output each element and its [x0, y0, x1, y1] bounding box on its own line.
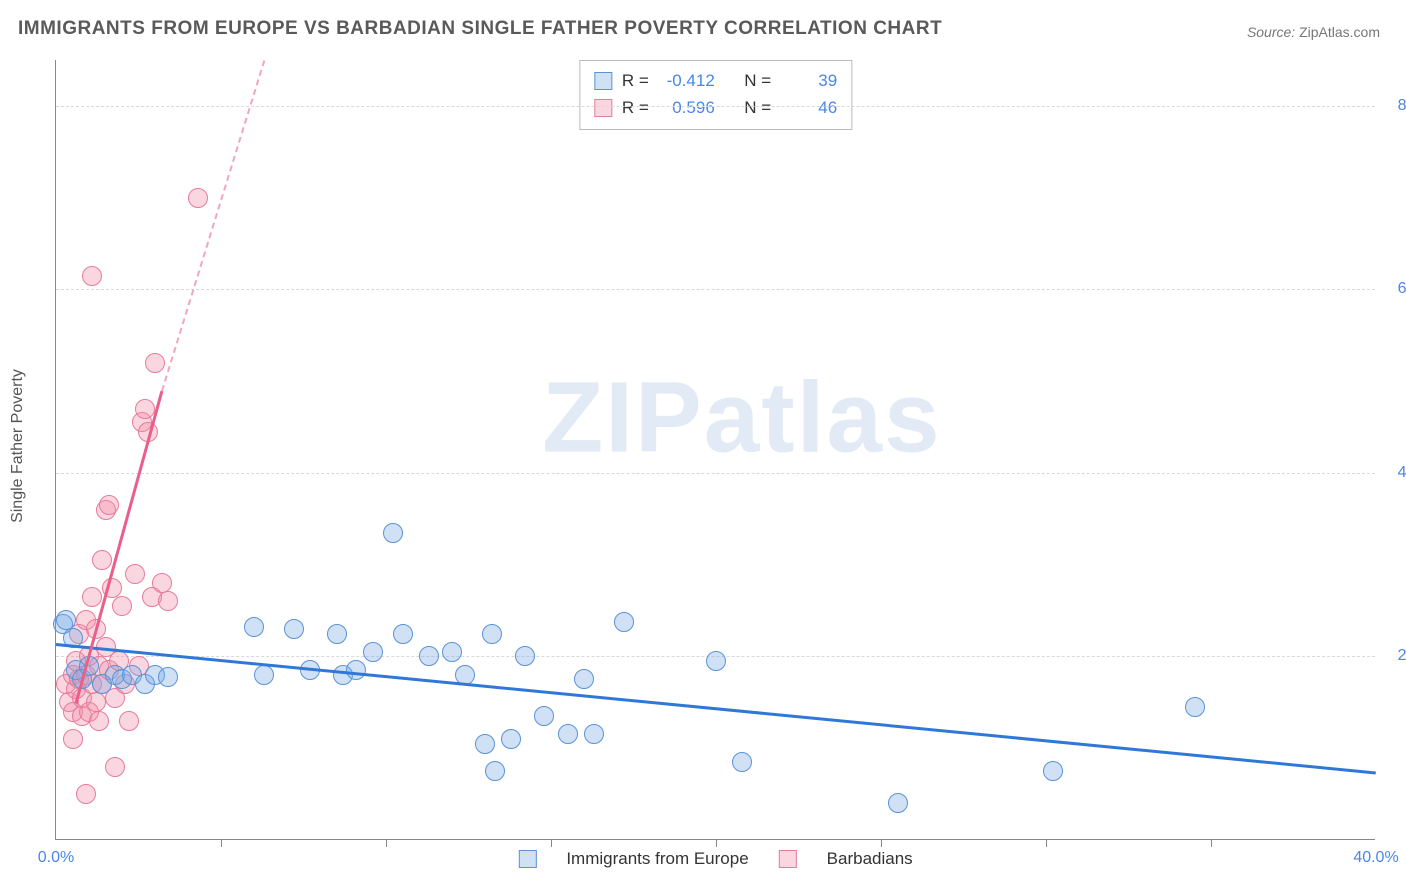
- bottom-legend: Immigrants from Europe Barbadians: [518, 849, 912, 869]
- blue-point: [244, 617, 264, 637]
- pink-point: [82, 587, 102, 607]
- r-value-pink: 0.596: [659, 94, 715, 121]
- stats-row-pink: R = 0.596 N = 46: [594, 94, 837, 121]
- legend-label-pink: Barbadians: [827, 849, 913, 869]
- blue-point: [419, 646, 439, 666]
- blue-point: [584, 724, 604, 744]
- blue-point: [485, 761, 505, 781]
- legend-swatch-pink: [779, 850, 797, 868]
- y-tick-label: 20.0%: [1383, 647, 1406, 665]
- gridline: [56, 289, 1375, 290]
- x-tick: [881, 839, 882, 847]
- pink-point: [76, 784, 96, 804]
- pink-point: [63, 729, 83, 749]
- watermark: ZIPatlas: [542, 361, 942, 476]
- x-tick: [551, 839, 552, 847]
- x-tick-label: 0.0%: [38, 849, 74, 867]
- pink-point: [158, 591, 178, 611]
- blue-point: [515, 646, 535, 666]
- trend-pink-extrapolated: [161, 61, 265, 392]
- swatch-blue: [594, 72, 612, 90]
- pink-point: [125, 564, 145, 584]
- n-label: N =: [744, 94, 771, 121]
- pink-point: [86, 692, 106, 712]
- blue-point: [614, 612, 634, 632]
- pink-point: [105, 757, 125, 777]
- y-axis-label: Single Father Poverty: [9, 369, 27, 523]
- plot-area: ZIPatlas R = -0.412 N = 39 R = 0.596 N =…: [55, 60, 1375, 840]
- r-value-blue: -0.412: [659, 67, 715, 94]
- source-name: ZipAtlas.com: [1299, 24, 1380, 40]
- blue-point: [383, 523, 403, 543]
- blue-point: [442, 642, 462, 662]
- blue-point: [284, 619, 304, 639]
- blue-point: [346, 660, 366, 680]
- x-tick-label: 40.0%: [1353, 849, 1398, 867]
- y-tick-label: 80.0%: [1383, 97, 1406, 115]
- swatch-pink: [594, 99, 612, 117]
- blue-point: [363, 642, 383, 662]
- pink-point: [112, 596, 132, 616]
- source-attribution: Source: ZipAtlas.com: [1247, 24, 1380, 40]
- r-label: R =: [622, 94, 649, 121]
- blue-point: [574, 669, 594, 689]
- pink-point: [145, 353, 165, 373]
- gridline: [56, 106, 1375, 107]
- pink-point: [135, 399, 155, 419]
- x-tick: [1046, 839, 1047, 847]
- n-value-pink: 46: [781, 94, 837, 121]
- pink-point: [99, 495, 119, 515]
- r-label: R =: [622, 67, 649, 94]
- x-tick: [716, 839, 717, 847]
- y-tick-label: 60.0%: [1383, 280, 1406, 298]
- blue-point: [254, 665, 274, 685]
- blue-point: [56, 610, 76, 630]
- chart-title: IMMIGRANTS FROM EUROPE VS BARBADIAN SING…: [18, 18, 942, 40]
- gridline: [56, 473, 1375, 474]
- pink-point: [188, 188, 208, 208]
- pink-point: [89, 711, 109, 731]
- blue-point: [558, 724, 578, 744]
- blue-point: [732, 752, 752, 772]
- n-value-blue: 39: [781, 67, 837, 94]
- stats-legend-box: R = -0.412 N = 39 R = 0.596 N = 46: [579, 60, 852, 130]
- legend-label-blue: Immigrants from Europe: [566, 849, 748, 869]
- pink-point: [152, 573, 172, 593]
- blue-point: [888, 793, 908, 813]
- blue-point: [327, 624, 347, 644]
- x-tick: [386, 839, 387, 847]
- x-tick: [221, 839, 222, 847]
- blue-point: [1185, 697, 1205, 717]
- blue-point: [475, 734, 495, 754]
- blue-point: [158, 667, 178, 687]
- stats-row-blue: R = -0.412 N = 39: [594, 67, 837, 94]
- y-tick-label: 40.0%: [1383, 464, 1406, 482]
- n-label: N =: [744, 67, 771, 94]
- blue-point: [706, 651, 726, 671]
- watermark-atlas: atlas: [704, 362, 942, 474]
- pink-point: [119, 711, 139, 731]
- blue-point: [393, 624, 413, 644]
- x-tick: [1211, 839, 1212, 847]
- legend-swatch-blue: [518, 850, 536, 868]
- pink-point: [82, 266, 102, 286]
- source-label: Source:: [1247, 24, 1295, 40]
- blue-point: [501, 729, 521, 749]
- blue-point: [482, 624, 502, 644]
- blue-point: [1043, 761, 1063, 781]
- watermark-zip: ZIP: [542, 362, 704, 474]
- pink-point: [92, 550, 112, 570]
- blue-point: [534, 706, 554, 726]
